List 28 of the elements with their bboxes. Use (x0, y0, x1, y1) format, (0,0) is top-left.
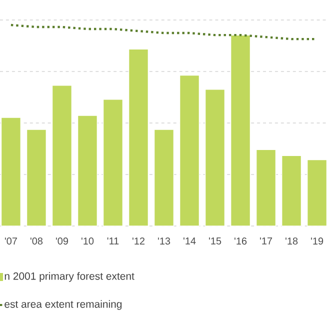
bar (306, 159, 328, 226)
bar (52, 84, 72, 226)
x-tick-label: '08 (30, 238, 43, 245)
x-tick-label: '10 (81, 238, 94, 245)
bar (77, 115, 98, 226)
x-tick-label: '16 (234, 238, 247, 245)
bar (256, 149, 276, 226)
x-tick-label: '17 (260, 238, 272, 244)
bar (154, 129, 174, 226)
bar (0, 117, 22, 226)
bar (204, 88, 226, 226)
bar (230, 34, 251, 226)
x-tick-label: '15 (209, 238, 222, 244)
bar (102, 98, 124, 226)
bar (128, 48, 149, 226)
x-tick-label: '09 (56, 238, 68, 245)
legend-label: est area extent remaining (4, 300, 122, 310)
bar (179, 74, 200, 226)
x-tick-label: '18 (286, 238, 298, 245)
bar (281, 155, 302, 226)
legend-label: n 2001 primary forest extent (4, 272, 134, 282)
x-tick-label: '12 (132, 238, 144, 244)
x-tick-label: '07 (4, 238, 17, 245)
x-tick-label: '13 (158, 238, 170, 245)
x-tick-label: '14 (184, 238, 196, 244)
bar (26, 129, 47, 226)
x-tick-label: '11 (107, 238, 119, 244)
x-tick-label: '19 (311, 238, 324, 245)
